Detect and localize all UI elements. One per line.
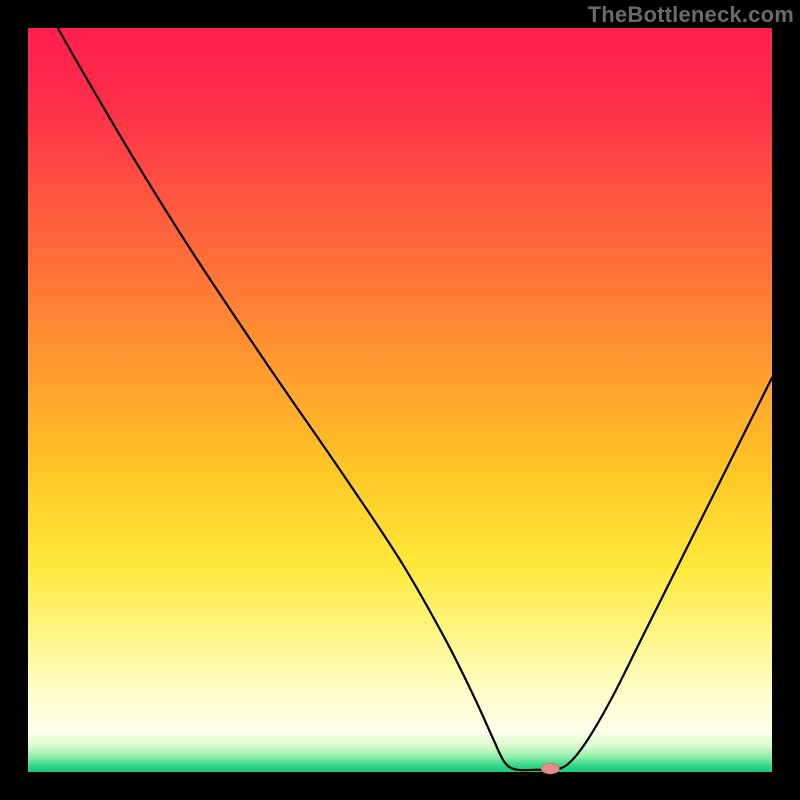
chart-container: TheBottleneck.com [0,0,800,800]
bottleneck-chart [0,0,800,800]
watermark-text: TheBottleneck.com [588,2,794,28]
chart-plot-area [28,28,772,772]
optimal-point-marker [541,763,559,773]
